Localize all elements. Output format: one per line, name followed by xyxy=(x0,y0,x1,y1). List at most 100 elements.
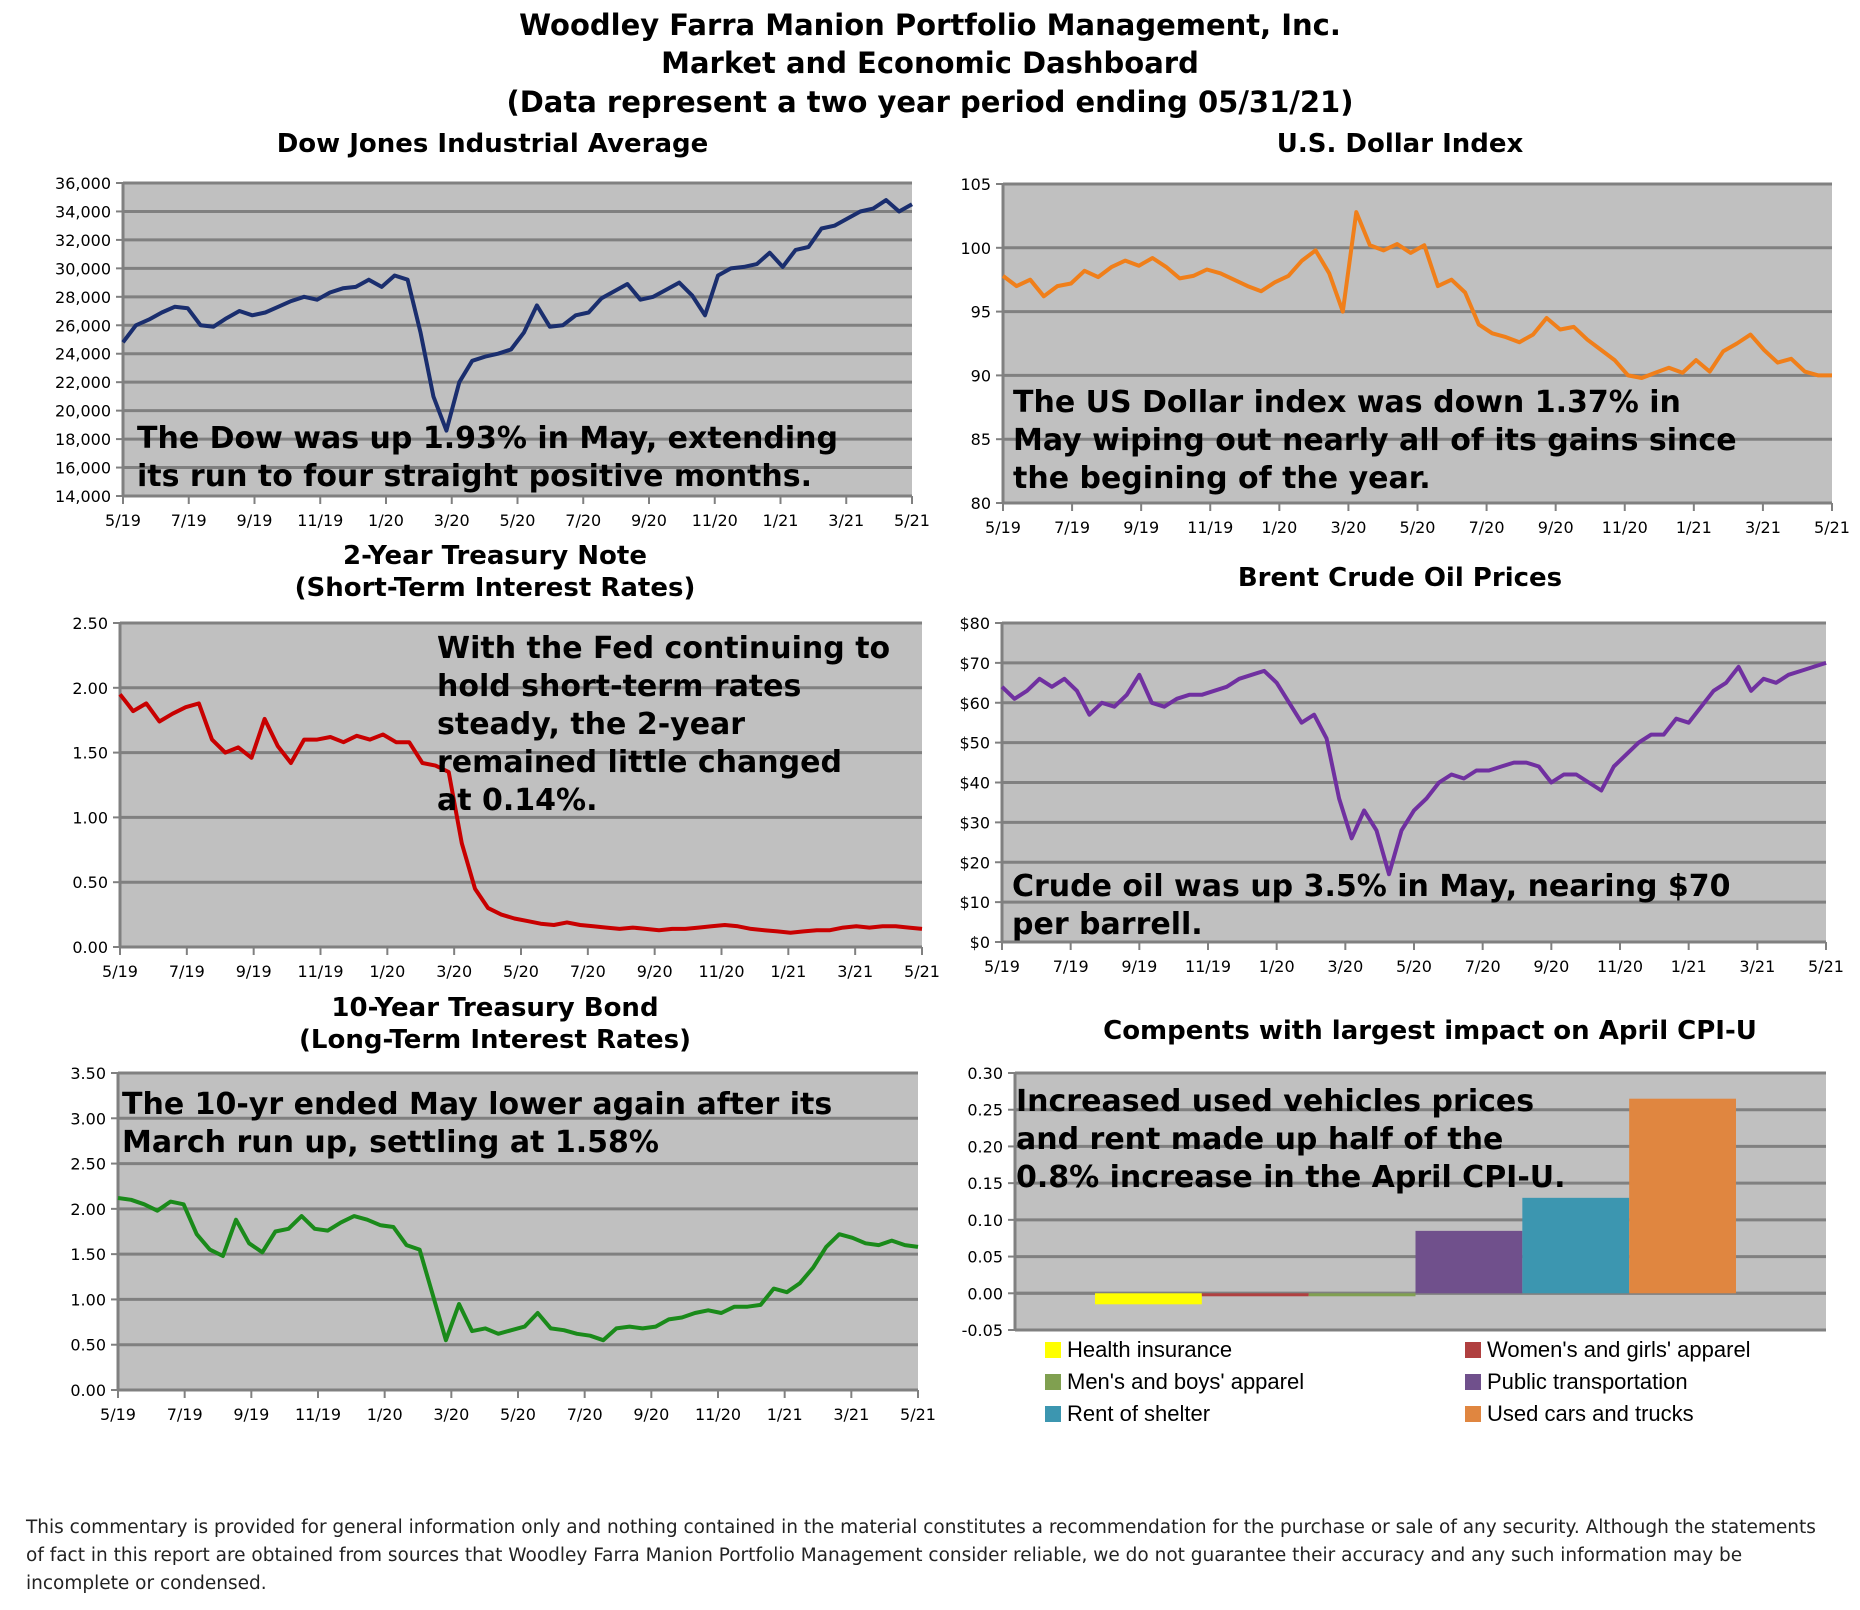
x-tick-label: 5/21 xyxy=(1808,957,1844,976)
x-tick-label: 9/19 xyxy=(237,511,273,530)
legend-swatch xyxy=(1465,1406,1481,1422)
x-tick-label: 3/21 xyxy=(833,1405,869,1424)
y-tick-label: 105 xyxy=(960,175,991,194)
x-tick-label: 9/19 xyxy=(236,962,272,981)
y-tick-label: 0.10 xyxy=(967,1211,1003,1230)
y-tick-label: 0.25 xyxy=(967,1101,1003,1120)
y-tick-label: 2.00 xyxy=(72,679,108,698)
legend-swatch xyxy=(1045,1406,1061,1422)
legend-swatch xyxy=(1465,1374,1481,1390)
y-tick-label: 36,000 xyxy=(55,174,111,193)
two-year-annotation-line: With the Fed continuing to xyxy=(437,631,891,666)
x-tick-label: 5/20 xyxy=(503,962,539,981)
y-tick-label: 1.50 xyxy=(72,744,108,763)
brent-chart-title: Brent Crude Oil Prices xyxy=(1237,563,1563,593)
x-tick-label: 5/20 xyxy=(500,511,536,530)
x-tick-label: 1/20 xyxy=(1261,518,1297,537)
x-tick-label: 7/20 xyxy=(570,962,606,981)
y-tick-label: 90 xyxy=(971,366,991,385)
x-tick-label: 3/20 xyxy=(433,1405,469,1424)
brent-annotation: Crude oil was up 3.5% in May, nearing $7… xyxy=(1012,868,1731,944)
x-tick-label: 5/20 xyxy=(500,1405,536,1424)
ten-year-chart-subtitle: (Long-Term Interest Rates) xyxy=(299,1025,691,1055)
y-tick-label: 0.00 xyxy=(70,1381,106,1400)
y-tick-label: 0.15 xyxy=(967,1174,1003,1193)
two-year-annotation-line: remained little changed xyxy=(437,745,842,780)
x-tick-label: 3/20 xyxy=(1330,518,1366,537)
x-tick-label: 1/20 xyxy=(1259,957,1295,976)
y-tick-label: $10 xyxy=(959,893,990,912)
x-tick-label: 7/20 xyxy=(1465,957,1501,976)
legend-item: Women's and girls' apparel xyxy=(1465,1337,1751,1363)
x-tick-label: 7/19 xyxy=(1054,518,1090,537)
usd-series-line xyxy=(1001,210,1832,380)
dow-annotation-line: its run to four straight positive months… xyxy=(137,459,813,494)
dow-annotation: The Dow was up 1.93% in May, extending i… xyxy=(137,420,838,496)
cpi-annotation: Increased used vehicles prices and rent … xyxy=(1016,1083,1566,1197)
legend-label: Men's and boys' apparel xyxy=(1067,1369,1305,1394)
ten_year-series-line xyxy=(117,1196,919,1343)
y-tick-label: 0.30 xyxy=(967,1064,1003,1083)
x-tick-label: 1/21 xyxy=(1676,518,1712,537)
x-tick-label: 3/21 xyxy=(1739,957,1775,976)
dow-series-line xyxy=(121,198,913,433)
two-year-chart-title: 2-Year Treasury Note xyxy=(343,541,647,571)
x-tick-label: 9/19 xyxy=(233,1405,269,1424)
x-tick-label: 9/20 xyxy=(633,1405,669,1424)
x-tick-label: 5/20 xyxy=(1400,518,1436,537)
x-tick-label: 5/19 xyxy=(105,511,141,530)
cpi-annotation-line: 0.8% increase in the April CPI-U. xyxy=(1016,1160,1566,1195)
y-tick-label: 1.50 xyxy=(70,1245,106,1264)
bar-health-insurance xyxy=(1095,1293,1202,1305)
x-tick-label: 1/21 xyxy=(763,511,799,530)
y-tick-label: 0.05 xyxy=(967,1248,1003,1267)
x-tick-label: 5/21 xyxy=(904,962,940,981)
bar-public-transportation xyxy=(1415,1230,1523,1294)
x-tick-label: 9/19 xyxy=(1121,957,1157,976)
legend-item: Men's and boys' apparel xyxy=(1045,1369,1304,1395)
y-tick-label: 3.50 xyxy=(70,1064,106,1083)
y-tick-label: $40 xyxy=(959,774,990,793)
y-tick-label: 22,000 xyxy=(55,373,111,392)
cpi-annotation-line: Increased used vehicles prices xyxy=(1016,1084,1535,1119)
x-tick-label: 3/21 xyxy=(828,511,864,530)
x-tick-label: 5/21 xyxy=(900,1405,936,1424)
legend-label: Women's and girls' apparel xyxy=(1487,1337,1751,1362)
two-year-annotation-line: steady, the 2-year xyxy=(437,707,746,742)
y-tick-label: 95 xyxy=(971,303,991,322)
x-tick-label: 5/19 xyxy=(102,962,138,981)
usd-annotation-line: The US Dollar index was down 1.37% in xyxy=(1013,385,1681,420)
two-year-annotation: With the Fed continuing to hold short-te… xyxy=(437,630,890,820)
two-year-annotation-line: at 0.14%. xyxy=(437,783,598,818)
cpi-legend: Health insurance Women's and girls' appa… xyxy=(1045,1337,1845,1437)
y-tick-label: $50 xyxy=(959,734,990,753)
x-tick-label: 1/21 xyxy=(767,1405,803,1424)
y-tick-label: $60 xyxy=(959,694,990,713)
disclaimer-text: This commentary is provided for general … xyxy=(26,1517,1816,1594)
x-tick-label: 5/19 xyxy=(984,957,1020,976)
x-tick-label: 11/19 xyxy=(1185,957,1231,976)
y-tick-label: 32,000 xyxy=(55,231,111,250)
bar-used-cars-and-trucks xyxy=(1629,1098,1736,1294)
cpi-annotation-line: and rent made up half of the xyxy=(1016,1122,1504,1157)
dow-annotation-line: The Dow was up 1.93% in May, extending xyxy=(137,421,839,456)
dashboard-title: Market and Economic Dashboard xyxy=(661,46,1199,80)
x-tick-label: 1/21 xyxy=(770,962,806,981)
y-tick-label: 2.50 xyxy=(72,614,108,633)
x-tick-label: 11/20 xyxy=(698,962,744,981)
x-tick-label: 7/19 xyxy=(171,511,207,530)
legend-item: Public transportation xyxy=(1465,1369,1688,1395)
x-tick-label: 11/19 xyxy=(297,511,343,530)
brent-series-line xyxy=(1000,660,1827,877)
legend-swatch xyxy=(1045,1374,1061,1390)
two_year-series-line xyxy=(118,693,923,935)
y-tick-label: 85 xyxy=(971,430,991,449)
x-tick-label: 11/19 xyxy=(1187,518,1233,537)
x-tick-label: 3/21 xyxy=(1745,518,1781,537)
y-tick-label: 1.00 xyxy=(72,808,108,827)
plot-area xyxy=(1003,184,1832,503)
bar-rent-of-shelter xyxy=(1522,1197,1630,1294)
